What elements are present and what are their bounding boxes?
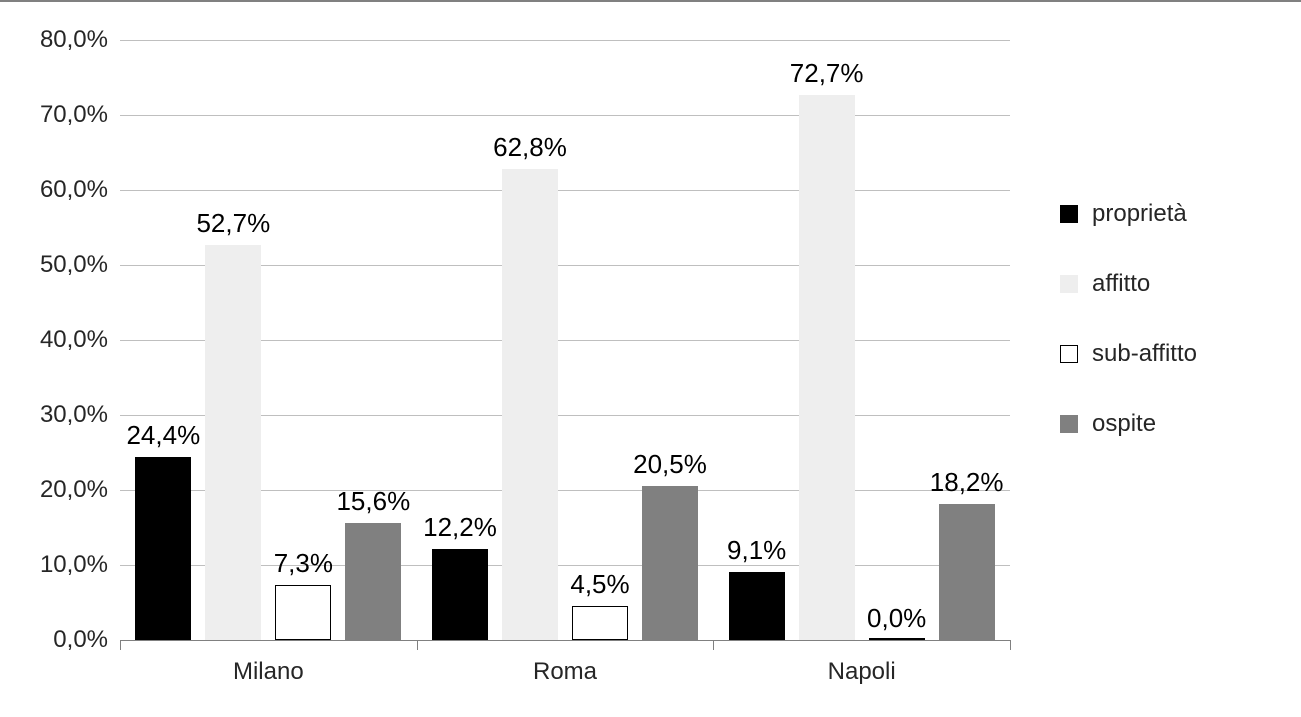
- x-category-label: Milano: [233, 658, 304, 686]
- bar-affitto: [502, 169, 558, 640]
- bar-proprieta: [135, 457, 191, 640]
- bar-chart: 0,0%10,0%20,0%30,0%40,0%50,0%60,0%70,0%8…: [0, 0, 1301, 717]
- x-tickmark: [120, 640, 121, 650]
- legend-swatch: [1060, 275, 1078, 293]
- x-axis-baseline: [120, 640, 1010, 641]
- bar-sub_affitto: [275, 585, 331, 640]
- legend-label: affitto: [1092, 270, 1150, 298]
- gridline: [120, 40, 1010, 41]
- legend-swatch: [1060, 415, 1078, 433]
- legend-label: ospite: [1092, 410, 1156, 438]
- legend-swatch: [1060, 345, 1078, 363]
- legend-item-proprieta: proprietà: [1060, 200, 1197, 228]
- x-category-label: Roma: [533, 658, 597, 686]
- top-rule: [0, 0, 1301, 2]
- legend-label: proprietà: [1092, 200, 1187, 228]
- bar-value-label: 4,5%: [570, 569, 629, 600]
- bar-value-label: 24,4%: [126, 420, 200, 451]
- gridline: [120, 115, 1010, 116]
- x-tickmark: [1010, 640, 1011, 650]
- legend: proprietà affitto sub-affitto ospite: [1060, 200, 1197, 438]
- bar-proprieta: [729, 572, 785, 640]
- legend-item-ospite: ospite: [1060, 410, 1197, 438]
- bar-value-label: 7,3%: [274, 548, 333, 579]
- bar-sub_affitto: [869, 638, 925, 640]
- legend-label: sub-affitto: [1092, 340, 1197, 368]
- bar-value-label: 20,5%: [633, 449, 707, 480]
- x-tickmark: [417, 640, 418, 650]
- bar-affitto: [799, 95, 855, 640]
- bar-value-label: 15,6%: [336, 486, 410, 517]
- legend-item-affitto: affitto: [1060, 270, 1197, 298]
- bar-proprieta: [432, 549, 488, 641]
- gridline: [120, 190, 1010, 191]
- bar-ospite: [642, 486, 698, 640]
- bar-value-label: 18,2%: [930, 467, 1004, 498]
- bar-ospite: [345, 523, 401, 640]
- bar-sub_affitto: [572, 606, 628, 640]
- bar-value-label: 12,2%: [423, 512, 497, 543]
- bar-value-label: 62,8%: [493, 132, 567, 163]
- bar-value-label: 0,0%: [867, 603, 926, 634]
- legend-item-sub_affitto: sub-affitto: [1060, 340, 1197, 368]
- bar-ospite: [939, 504, 995, 641]
- bar-value-label: 9,1%: [727, 535, 786, 566]
- bar-value-label: 72,7%: [790, 58, 864, 89]
- bar-affitto: [205, 245, 261, 640]
- bar-value-label: 52,7%: [196, 208, 270, 239]
- x-category-label: Napoli: [828, 658, 896, 686]
- plot-area: 0,0%10,0%20,0%30,0%40,0%50,0%60,0%70,0%8…: [120, 40, 1010, 640]
- legend-swatch: [1060, 205, 1078, 223]
- x-tickmark: [713, 640, 714, 650]
